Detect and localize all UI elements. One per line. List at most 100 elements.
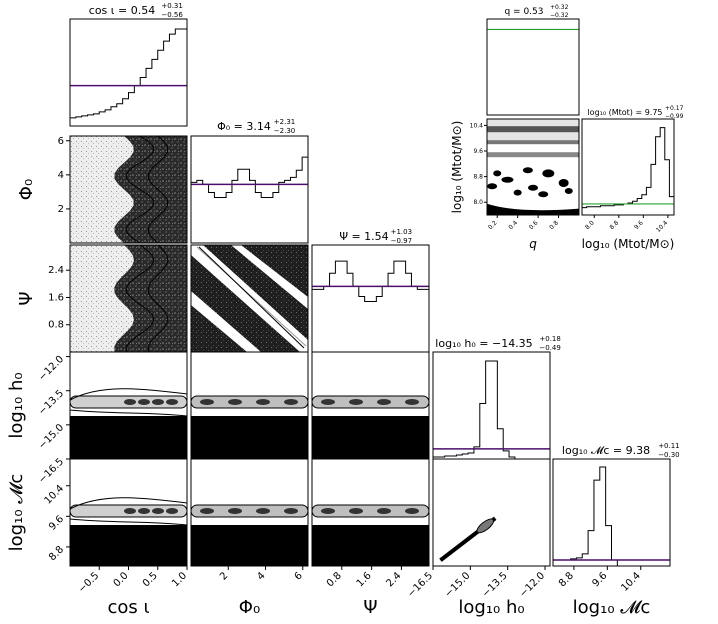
x-tick-label-4: 8.8 — [557, 570, 576, 589]
inset-x-tick-label-0: 0.2 — [487, 219, 499, 231]
title-sub-1: −2.30 — [274, 127, 295, 135]
low-density-region-2-0 — [70, 245, 134, 352]
histogram-3 — [433, 360, 550, 460]
excluded-region-3-2 — [312, 416, 429, 459]
x-axis-label-2: Ψ — [363, 597, 377, 618]
y-tick-label-1: 4 — [58, 170, 64, 181]
contour-line-1-0 — [126, 135, 154, 244]
chart-marks — [69, 28, 674, 567]
panel-title-1: Φ₀ = 3.14 +2.31−2.30 — [217, 118, 295, 135]
x-tick-label-2: 0.8 — [325, 570, 344, 589]
excluded-region-3-1 — [191, 416, 308, 459]
panel-frame-1-1 — [190, 135, 309, 244]
x-tick-label-3: −16.5 — [406, 570, 435, 599]
excluded-region-3-0 — [70, 416, 187, 459]
inset-blob — [558, 179, 569, 187]
contour-edge-4-0 — [69, 497, 188, 510]
density-blob-3-2 — [349, 399, 363, 405]
density-blob-4-2 — [321, 508, 335, 514]
title-sup-2: +1.03 — [391, 228, 412, 236]
x-tick-label-1: 6 — [293, 570, 305, 582]
density-blob-4-2 — [349, 508, 363, 514]
density-blob-4-0 — [152, 508, 164, 514]
inset-title-sup-0: +0.32 — [550, 4, 569, 11]
title-sup-3: +0.18 — [539, 335, 560, 343]
contour-line-inner-1-0 — [147, 135, 169, 244]
x-tick-label-3: −13.5 — [480, 570, 509, 599]
inset-y-tick-label: 8.8 — [473, 174, 483, 181]
y-tick-label-2: 0.8 — [48, 320, 64, 331]
density-blob-4-0 — [138, 508, 150, 514]
inset-band-dark — [487, 126, 579, 133]
x-axis-label-3: log₁₀ h₀ — [458, 597, 524, 618]
density-blob-3-0 — [166, 399, 178, 405]
title-sup-1: +2.31 — [274, 118, 295, 126]
inset-x-tick-label-1: 8.0 — [584, 219, 596, 231]
histogram-4 — [553, 466, 670, 567]
inset-panel-frame-0-0 — [486, 18, 580, 116]
density-blob-4-2 — [405, 508, 419, 514]
inset-blob — [522, 167, 533, 174]
inset-histogram-1 — [582, 127, 674, 209]
contour-edge-3-0 — [69, 388, 188, 401]
density-blob-3-1 — [284, 399, 298, 405]
panel-frame-4-4 — [552, 458, 671, 567]
contour-line-2-1 — [198, 246, 305, 349]
density-blob-3-2 — [321, 399, 335, 405]
panel-frame-4-3 — [432, 458, 551, 567]
panel-title-3: log₁₀ h₀ = −14.35 +0.18−0.49 — [435, 335, 561, 352]
density-blob-3-1 — [228, 399, 242, 405]
inset-band-mid — [487, 140, 579, 145]
title-text-0: cos ι = 0.54 — [89, 4, 155, 17]
inset-blob — [513, 189, 522, 196]
y-tick-label-2: 1.6 — [48, 292, 64, 303]
inset-y-tick-label: 10.4 — [470, 122, 484, 129]
inset-y-axis-label: log₁₀ (Mtot/M⊙) — [450, 121, 464, 214]
inset-blob — [528, 184, 538, 191]
y-tick-label-1: 2 — [58, 204, 64, 215]
inset-x-tick-label-0: 0.8 — [548, 219, 560, 231]
inset-y-tick-label: 8.0 — [473, 199, 483, 206]
inset-title-1: log₁₀ (Mtot) = 9.75 +0.17−0.99 — [587, 105, 683, 120]
excluded-region-4-1 — [191, 525, 308, 566]
inset-blob — [542, 169, 555, 178]
title-text-4: log₁₀ 𝓜c = 9.38 — [562, 444, 650, 457]
x-tick-label-0: 0.0 — [112, 570, 131, 589]
title-sub-2: −0.97 — [391, 237, 412, 245]
band-ridge-2-1 — [196, 246, 307, 347]
y-tick-label-3: −15.0 — [37, 422, 66, 451]
x-tick-label-2: 2.4 — [385, 570, 404, 589]
y-axis-label-2: Ψ — [16, 291, 37, 305]
inset-x-tick-label-0: 0.4 — [507, 219, 519, 231]
density-peak-4-3 — [476, 518, 495, 534]
inset-band-low — [487, 152, 579, 158]
density-blob-3-0 — [152, 399, 164, 405]
inset-blob — [564, 188, 573, 194]
panel-title-4: log₁₀ 𝓜c = 9.38 +0.11−0.30 — [562, 442, 680, 459]
title-sub-0: −0.56 — [161, 11, 183, 19]
x-tick-label-4: 9.6 — [590, 570, 609, 589]
inset-blob — [487, 183, 498, 190]
density-blob-4-2 — [377, 508, 391, 514]
y-tick-label-4: 10.4 — [43, 483, 67, 507]
secondary-band-2-1 — [191, 291, 261, 352]
inset-title-sup-1: +0.17 — [665, 105, 684, 112]
density-blob-4-1 — [228, 508, 242, 514]
panel-frame-1-0 — [69, 135, 188, 244]
panel-frame-0-0 — [69, 18, 188, 127]
title-sup-4: +0.11 — [658, 442, 679, 450]
histogram-2 — [312, 260, 429, 302]
x-tick-label-1: 4 — [255, 570, 267, 582]
x-tick-label-3: −15.0 — [443, 570, 472, 599]
inset-lower-edge — [487, 203, 579, 215]
density-blob-3-0 — [138, 399, 150, 405]
high-density-band-2-1 — [191, 245, 308, 352]
inset-panel-frame-1-1 — [581, 118, 675, 216]
histogram-0 — [70, 28, 187, 119]
density-blob-3-1 — [200, 399, 214, 405]
title-sub-4: −0.30 — [658, 451, 679, 459]
tertiary-band-2-1 — [231, 245, 308, 309]
inset-x-tick-label-0: 0.6 — [528, 219, 540, 231]
panel-title-0: cos ι = 0.54 +0.31−0.56 — [89, 2, 184, 19]
density-blob-3-2 — [377, 399, 391, 405]
